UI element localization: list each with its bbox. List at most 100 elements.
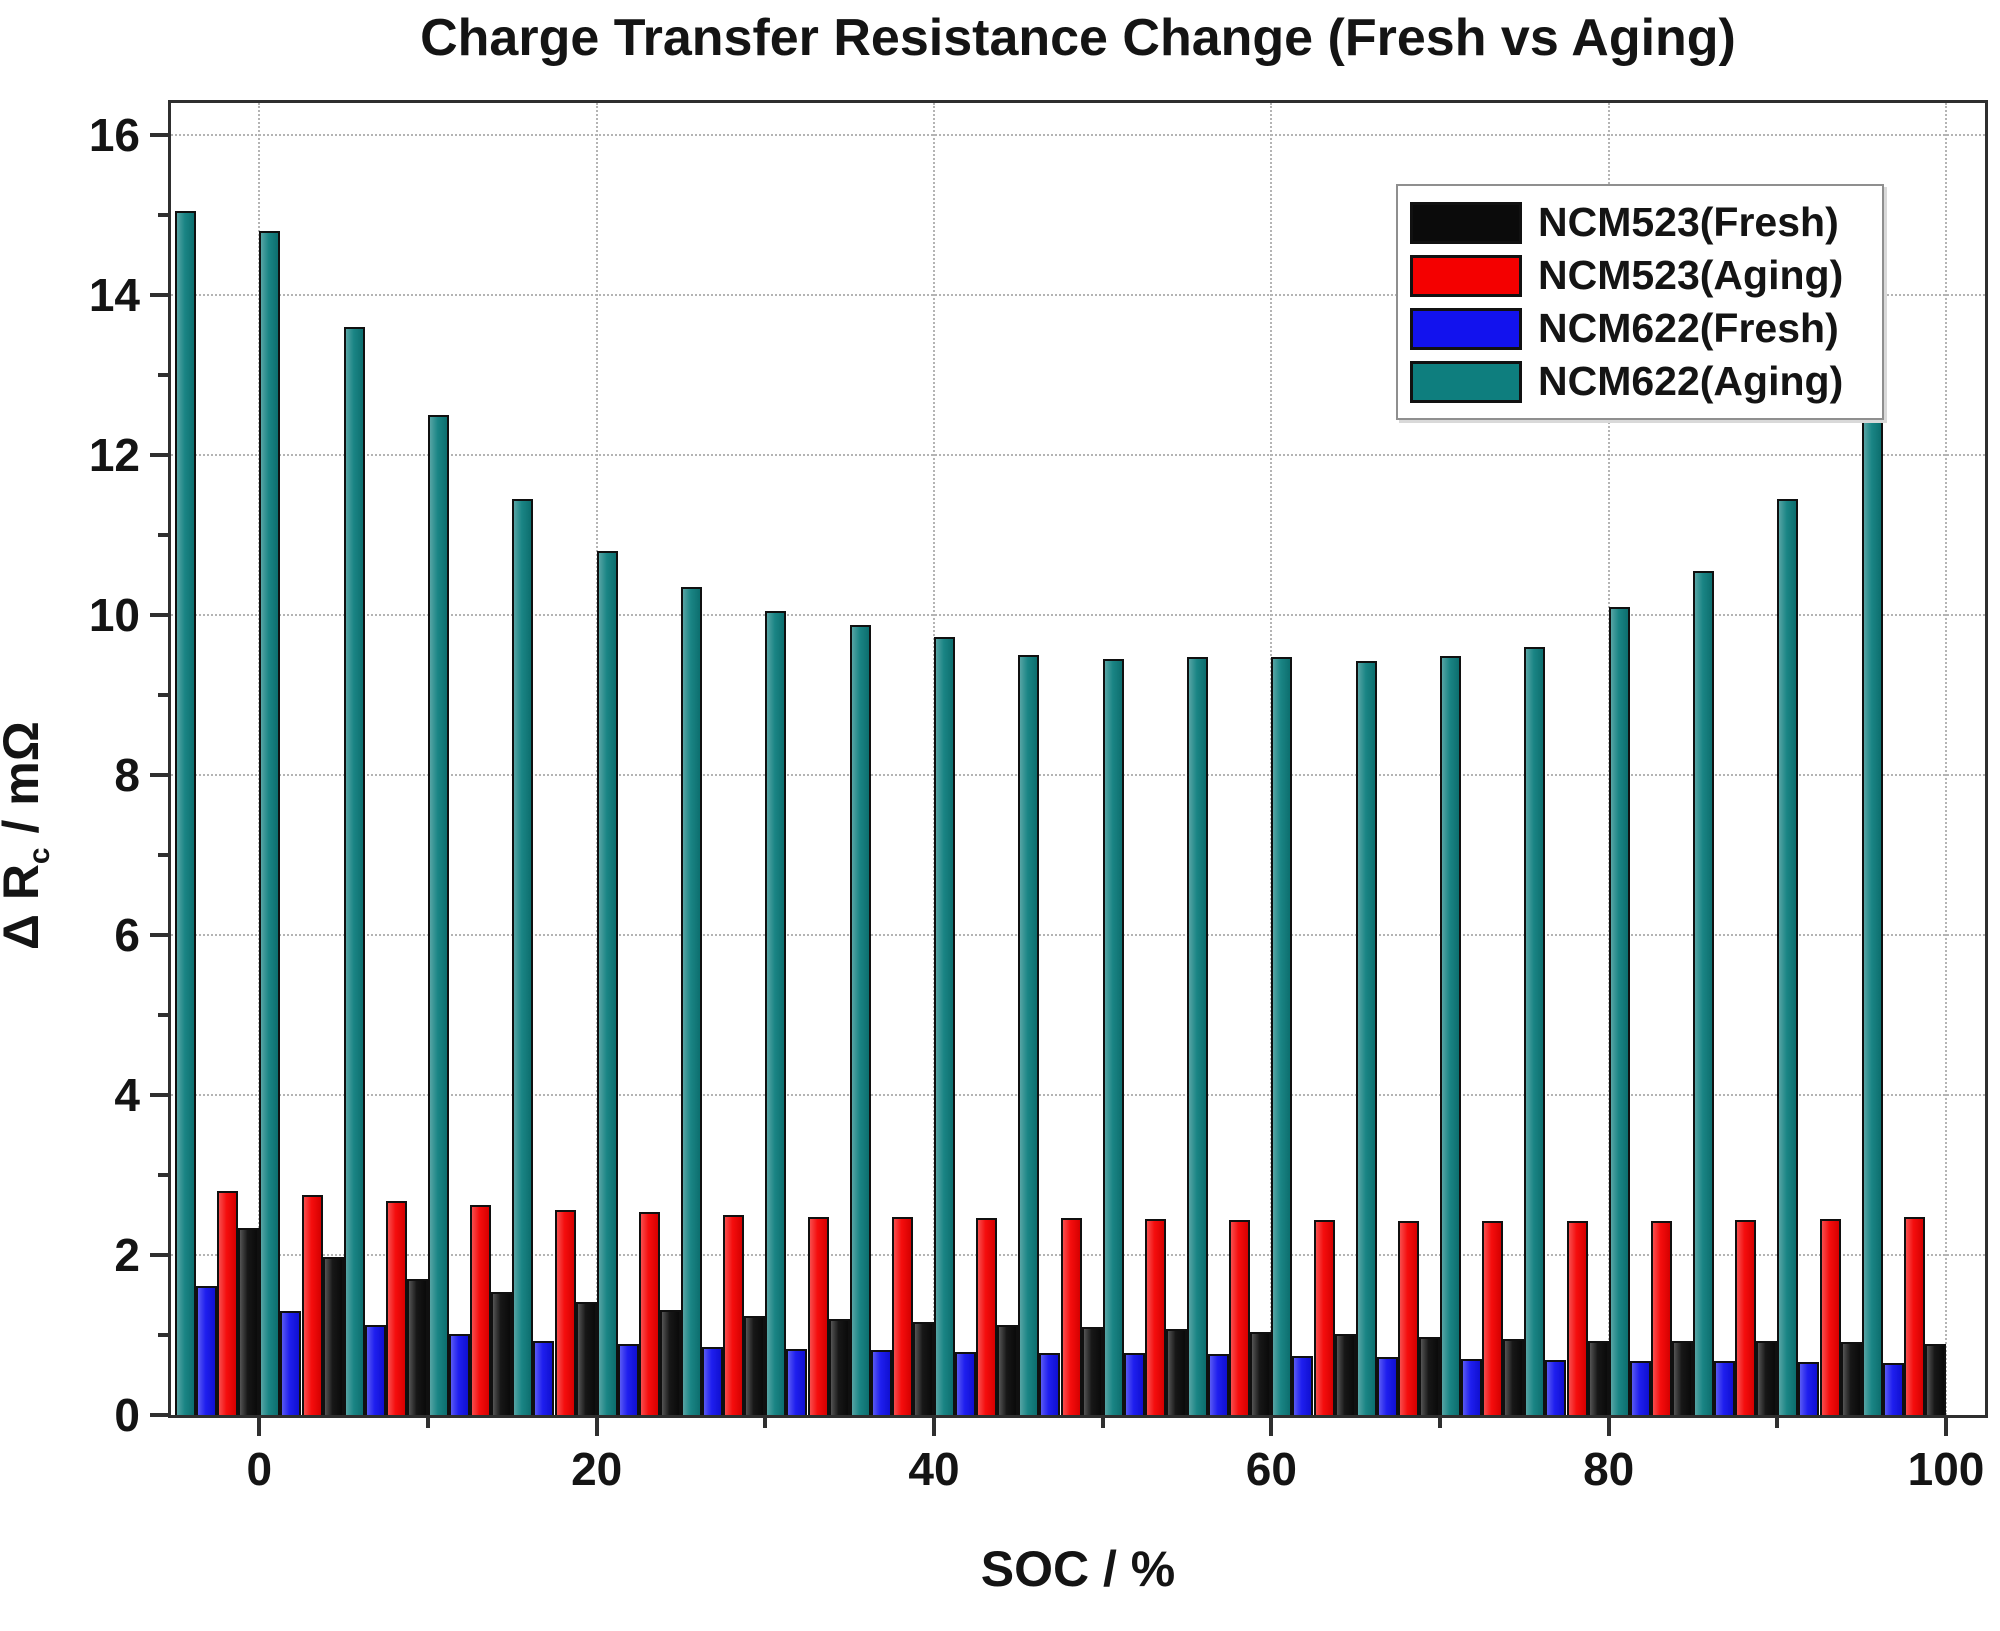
- axis-tick: [257, 1418, 262, 1436]
- y-tick-label: 12: [88, 429, 140, 481]
- bar-ncm523-aging: [1229, 1219, 1251, 1415]
- legend-swatch: [1410, 254, 1522, 297]
- h-gridline: [171, 774, 1985, 776]
- axis-tick: [150, 933, 168, 937]
- x-tick-label: 80: [1583, 1443, 1635, 1495]
- bar-ncm523-aging: [385, 1200, 407, 1415]
- axis-tick: [1269, 1418, 1274, 1436]
- bar-ncm523-aging: [1060, 1218, 1082, 1415]
- axis-tick: [426, 1418, 430, 1428]
- bar-ncm523-aging: [217, 1191, 239, 1415]
- axis-tick: [158, 693, 168, 697]
- bar-ncm622-fresh: [196, 1286, 218, 1415]
- h-gridline: [171, 454, 1985, 456]
- bar-ncm622-fresh: [1798, 1362, 1820, 1415]
- bar-ncm523-aging: [470, 1205, 492, 1415]
- x-tick-label: 40: [908, 1443, 960, 1495]
- bar-ncm523-fresh: [744, 1315, 766, 1415]
- bar-ncm523-fresh: [1756, 1341, 1778, 1415]
- bar-ncm523-aging: [1650, 1221, 1672, 1415]
- bar-ncm622-aging: [1777, 499, 1799, 1415]
- bar-ncm622-aging: [259, 231, 281, 1415]
- bar-ncm523-aging: [891, 1216, 913, 1415]
- bar-ncm523-fresh: [659, 1310, 681, 1415]
- legend-label: NCM622(Fresh): [1538, 305, 1839, 351]
- axis-tick: [158, 1173, 168, 1177]
- x-tick-label: 0: [246, 1443, 273, 1495]
- axis-tick: [150, 1253, 168, 1257]
- bar-ncm622-aging: [1693, 571, 1715, 1415]
- bar-ncm622-aging: [175, 211, 197, 1415]
- bar-ncm523-aging: [554, 1210, 576, 1415]
- h-gridline: [171, 1094, 1985, 1096]
- bar-ncm523-aging: [1566, 1221, 1588, 1415]
- bar-ncm622-fresh: [1376, 1357, 1398, 1415]
- bar-ncm523-aging: [1735, 1219, 1757, 1415]
- bar-ncm622-fresh: [1545, 1359, 1567, 1415]
- bar-ncm622-aging: [1187, 656, 1209, 1415]
- bar-ncm622-aging: [1524, 647, 1546, 1415]
- bar-ncm622-fresh: [1714, 1361, 1736, 1415]
- h-gridline: [171, 134, 1985, 136]
- axis-tick: [594, 1418, 599, 1436]
- bar-ncm622-fresh: [364, 1324, 386, 1415]
- axis-tick: [150, 293, 168, 297]
- y-tick-label: 8: [114, 749, 140, 801]
- bar-ncm622-aging: [765, 611, 787, 1415]
- bar-ncm622-fresh: [702, 1347, 724, 1415]
- bar-ncm523-fresh: [322, 1256, 344, 1415]
- bar-ncm622-aging: [343, 327, 365, 1415]
- bar-ncm622-fresh: [1292, 1355, 1314, 1415]
- h-gridline: [171, 614, 1985, 616]
- legend-item: NCM622(Fresh): [1410, 302, 1870, 355]
- axis-tick: [158, 213, 168, 217]
- bar-ncm622-fresh: [617, 1343, 639, 1415]
- bar-ncm523-aging: [976, 1218, 998, 1415]
- bar-ncm523-aging: [1397, 1220, 1419, 1415]
- axis-tick: [158, 373, 168, 377]
- legend-swatch: [1410, 201, 1522, 244]
- bar-ncm523-fresh: [1503, 1339, 1525, 1415]
- bar-ncm523-fresh: [997, 1324, 1019, 1415]
- axis-tick: [150, 773, 168, 777]
- axis-tick: [150, 1413, 168, 1417]
- h-gridline: [171, 934, 1985, 936]
- chart-title: Charge Transfer Resistance Change (Fresh…: [420, 9, 1736, 67]
- bar-ncm622-fresh: [280, 1311, 302, 1415]
- bar-ncm622-fresh: [1208, 1354, 1230, 1415]
- bar-ncm523-fresh: [1418, 1336, 1440, 1415]
- bar-ncm523-aging: [1903, 1217, 1925, 1415]
- y-tick-label: 6: [114, 909, 140, 961]
- bar-ncm622-aging: [1102, 659, 1124, 1415]
- legend-swatch: [1410, 360, 1522, 403]
- y-tick-label: 2: [114, 1229, 140, 1281]
- axis-tick: [158, 1333, 168, 1337]
- bar-ncm622-fresh: [786, 1348, 808, 1415]
- x-axis-title: SOC / %: [980, 1541, 1176, 1597]
- x-tick-label: 100: [1907, 1443, 1985, 1495]
- bar-ncm523-fresh: [1840, 1342, 1862, 1415]
- h-gridline: [171, 294, 1985, 296]
- axis-tick: [1606, 1418, 1611, 1436]
- bar-ncm622-aging: [681, 587, 703, 1415]
- y-axis-title-sub: c: [23, 847, 56, 865]
- bar-ncm622-aging: [1861, 387, 1883, 1415]
- bar-ncm523-fresh: [1334, 1334, 1356, 1415]
- bar-ncm622-fresh: [1882, 1363, 1904, 1415]
- bar-ncm622-aging: [849, 625, 871, 1415]
- bar-ncm622-fresh: [449, 1334, 471, 1415]
- bar-ncm622-aging: [428, 415, 450, 1415]
- axis-tick: [763, 1418, 768, 1428]
- bar-ncm622-aging: [1355, 661, 1377, 1415]
- legend-swatch: [1410, 307, 1522, 350]
- legend-label: NCM523(Aging): [1538, 252, 1844, 298]
- bar-ncm622-fresh: [955, 1351, 977, 1415]
- bar-ncm523-fresh: [828, 1319, 850, 1415]
- legend-box: NCM523(Fresh) NCM523(Aging) NCM622(Fresh) N…: [1396, 184, 1884, 420]
- bar-ncm523-fresh: [1587, 1340, 1609, 1415]
- axis-tick: [1775, 1418, 1780, 1428]
- bar-ncm622-fresh: [533, 1340, 555, 1415]
- bar-ncm523-aging: [723, 1215, 745, 1415]
- axis-tick: [1944, 1418, 1948, 1436]
